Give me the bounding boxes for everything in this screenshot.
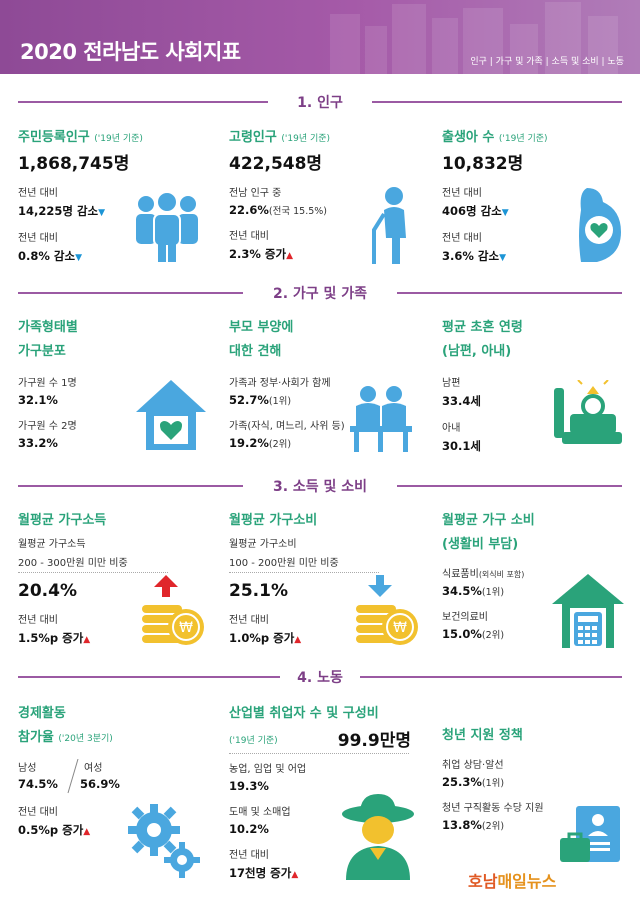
page-title: 2020 전라남도 사회지표 — [20, 40, 241, 64]
divider — [18, 572, 168, 573]
down-arrow-icon: ▼ — [501, 208, 509, 218]
group-people-icon — [136, 191, 198, 262]
slash-divider — [67, 759, 79, 794]
household-income-value: 20.4% — [18, 581, 77, 601]
section-header-population: 1. 인구 — [18, 92, 622, 112]
section-header-income: 3. 소득 및 소비 — [18, 476, 622, 496]
publisher-logo: 호남매일뉴스 — [468, 872, 557, 891]
section-header-family: 2. 가구 및 가족 — [18, 283, 622, 303]
resident-population-value: 1,868,745명 — [18, 154, 130, 174]
divider — [229, 753, 409, 754]
farmer-icon — [342, 794, 414, 880]
household-spending-value: 25.1% — [229, 581, 288, 601]
house-calculator-icon — [552, 574, 624, 648]
births-value: 10,832명 — [442, 154, 524, 174]
gender-split: 남성 74.5% 여성 56.9% — [18, 759, 218, 799]
up-arrow-icon: ▲ — [83, 827, 91, 837]
gears-icon — [128, 804, 200, 878]
resume-briefcase-icon — [560, 806, 620, 862]
elderly-population-block: 고령인구 ('19년 기준) 422,548명 전남 인구 중 22.6%(전국… — [229, 128, 429, 262]
up-arrow-icon: ▲ — [291, 870, 299, 880]
house-heart-icon — [136, 380, 206, 450]
divider — [229, 572, 379, 573]
down-arrow-icon: ▼ — [75, 253, 82, 263]
elderly-person-icon — [372, 187, 406, 264]
household-income-block: 월평균 가구소득 월평균 가구소득 200 - 300만원 미만 비중 20.4… — [18, 511, 218, 646]
economic-participation-block: 경제활동 참가율 ('20년 3분기) 남성 74.5% 여성 56.9% 전년… — [18, 704, 218, 838]
household-spending-block: 월평균 가구소비 월평균 가구소비 100 - 200만원 미만 비중 25.1… — [229, 511, 429, 646]
svg-text:₩: ₩ — [179, 620, 193, 636]
down-arrow-icon: ▼ — [499, 253, 506, 263]
industry-employment-value: 99.9만명 — [337, 731, 411, 751]
coins-down-icon: ₩ — [356, 575, 418, 645]
down-arrow-icon: ▼ — [98, 208, 106, 218]
first-marriage-age-block: 평균 초혼 연령 (남편, 아내) 남편 33.4세 아내 30.1세 — [442, 320, 523, 453]
section-header-labor: 4. 노동 — [18, 667, 622, 687]
household-type-block: 가족형태별 가구분포 가구원 수 1명 32.1% 가구원 수 2명 33.2% — [18, 320, 78, 450]
births-block: 출생아 수 ('19년 기준) 10,832명 전년 대비 406명 감소▼ 전… — [442, 128, 632, 264]
up-arrow-icon: ▲ — [294, 635, 302, 645]
up-arrow-icon: ▲ — [286, 251, 293, 261]
svg-text:₩: ₩ — [393, 620, 407, 636]
parent-support-block: 부모 부양에 대한 견해 가족과 정부·사회가 함께 52.7%(1위) 가족(… — [229, 320, 345, 450]
industry-employment-block: 산업별 취업자 수 및 구성비 ('19년 기준) 99.9만명 농업, 임업 … — [229, 706, 411, 880]
header-banner: 2020 전라남도 사회지표 인구 | 가구 및 가족 | 소득 및 소비 | … — [0, 0, 640, 74]
living-expenses-block: 월평균 가구 소비 (생활비 부담) 식료품비(외식비 포함) 34.5%(1위… — [442, 513, 535, 641]
pregnant-heart-icon — [579, 188, 621, 262]
ring-box-icon — [554, 380, 622, 444]
section-nav: 인구 | 가구 및 가족 | 소득 및 소비 | 노동 — [470, 57, 624, 67]
coins-up-icon: ₩ — [142, 575, 204, 645]
elderly-couple-icon — [350, 386, 412, 452]
youth-policy-block: 청년 지원 정책 취업 상담·알선 25.3%(1위) 청년 구직활동 수당 지… — [442, 728, 544, 832]
elderly-population-value: 422,548명 — [229, 154, 323, 174]
resident-population-block: 주민등록인구 ('19년 기준) 1,868,745명 전년 대비 14,225… — [18, 128, 208, 264]
up-arrow-icon: ▲ — [83, 635, 91, 645]
